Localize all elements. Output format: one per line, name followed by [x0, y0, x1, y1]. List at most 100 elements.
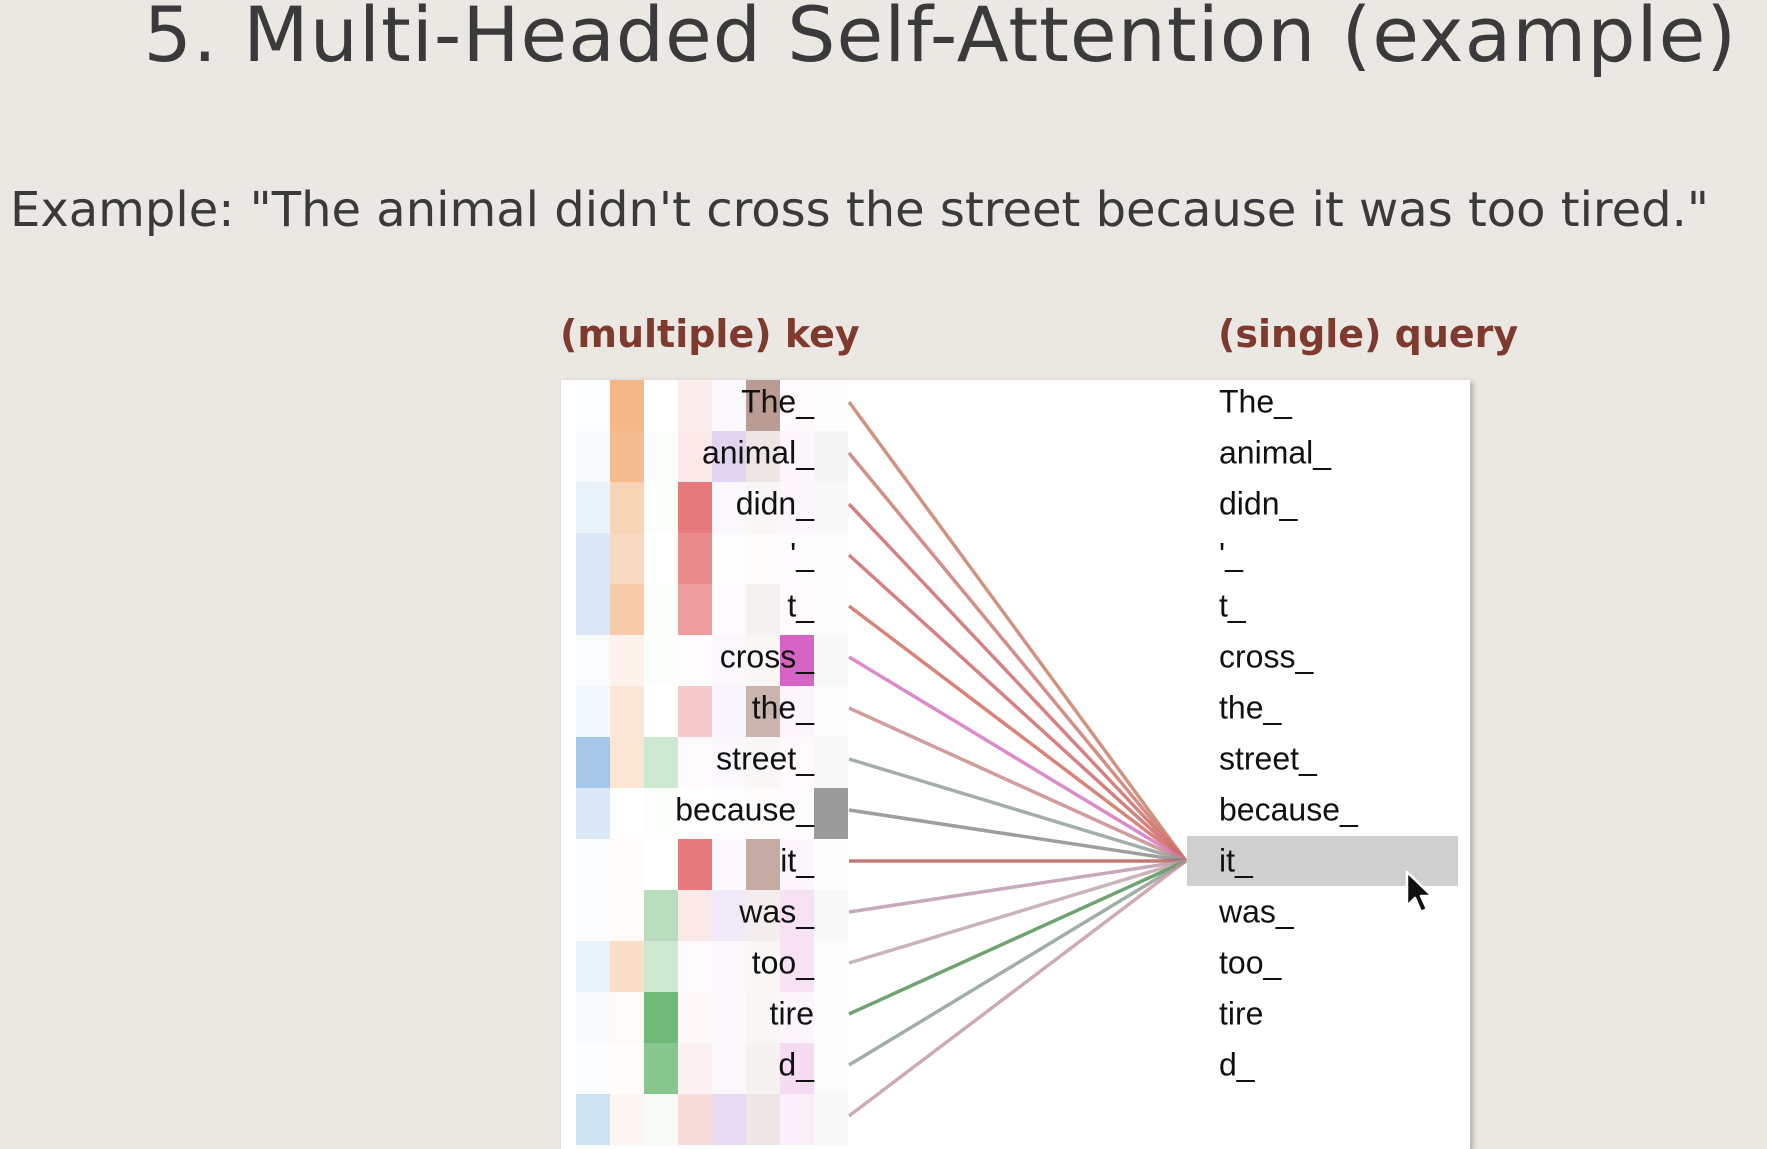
attention-cell — [610, 635, 644, 686]
attention-cell — [746, 941, 780, 992]
key-token[interactable]: animal_ — [701, 434, 814, 471]
key-token[interactable]: cross_ — [719, 638, 814, 675]
attention-cell — [610, 890, 644, 941]
attention-cell — [576, 482, 610, 533]
attention-heatmap — [576, 380, 848, 1145]
query-token[interactable]: tire — [1219, 995, 1264, 1032]
query-token[interactable]: animal_ — [1219, 434, 1332, 471]
attention-cell — [610, 941, 644, 992]
attention-cell — [678, 584, 712, 635]
attention-cell — [644, 584, 678, 635]
key-token[interactable]: too_ — [751, 944, 814, 981]
key-token[interactable]: the_ — [751, 689, 814, 726]
attention-cell — [746, 686, 780, 737]
attention-cell — [610, 431, 644, 482]
key-token[interactable]: '_ — [790, 536, 814, 573]
key-token[interactable]: it_ — [780, 842, 814, 879]
key-token[interactable]: didn_ — [735, 485, 814, 522]
query-token[interactable]: street_ — [1219, 740, 1317, 777]
attention-line — [848, 859, 1187, 1067]
query-token[interactable]: didn_ — [1219, 485, 1298, 522]
attention-cell — [678, 941, 712, 992]
attention-cell — [610, 992, 644, 1043]
mouse-pointer-icon — [1405, 870, 1434, 914]
attention-cell — [678, 890, 712, 941]
key-token[interactable]: street_ — [716, 740, 814, 777]
attention-cell — [576, 635, 610, 686]
attention-cell — [746, 533, 780, 584]
attention-cell — [678, 839, 712, 890]
attention-cell — [644, 1094, 678, 1145]
query-token[interactable]: d_ — [1219, 1046, 1255, 1083]
attention-line — [848, 808, 1187, 863]
query-token[interactable]: it_ — [1219, 842, 1253, 879]
attention-cell — [712, 584, 746, 635]
attention-cell — [712, 992, 746, 1043]
attention-cell — [610, 1094, 644, 1145]
attention-cell — [814, 941, 848, 992]
key-token[interactable]: because_ — [675, 791, 814, 828]
attention-line — [847, 859, 1188, 1118]
attention-cell — [576, 686, 610, 737]
attention-cell — [610, 482, 644, 533]
attention-cell — [678, 992, 712, 1043]
attention-cell — [746, 992, 780, 1043]
query-token[interactable]: t_ — [1219, 587, 1246, 624]
attention-cell — [814, 992, 848, 1043]
attention-cell — [780, 992, 814, 1043]
example-sentence: Example: "The animal didn't cross the st… — [10, 182, 1709, 238]
attention-cell — [780, 1094, 814, 1145]
attention-cell — [814, 788, 848, 839]
attention-cell — [746, 482, 780, 533]
attention-line — [848, 859, 1187, 1016]
attention-cell — [780, 635, 814, 686]
attention-cell — [576, 941, 610, 992]
attention-line — [848, 655, 1187, 863]
attention-cell — [712, 737, 746, 788]
attention-cell — [678, 1094, 712, 1145]
attention-cell — [780, 1043, 814, 1094]
query-token[interactable]: was_ — [1219, 893, 1294, 930]
attention-line — [848, 706, 1187, 863]
attention-cell — [576, 380, 610, 431]
attention-cell — [712, 1043, 746, 1094]
attention-cell — [610, 533, 644, 584]
attention-diagram — [576, 380, 1188, 1145]
key-token[interactable]: d_ — [778, 1046, 814, 1083]
key-token[interactable]: The_ — [741, 383, 814, 420]
key-token[interactable]: t_ — [787, 587, 814, 624]
attention-cell — [644, 1043, 678, 1094]
attention-cell — [576, 533, 610, 584]
attention-cell — [576, 992, 610, 1043]
key-token[interactable]: was_ — [739, 893, 814, 930]
query-token[interactable]: cross_ — [1219, 638, 1314, 675]
query-token[interactable]: The_ — [1219, 383, 1292, 420]
query-token[interactable]: because_ — [1219, 791, 1358, 828]
attention-cell — [746, 1094, 780, 1145]
attention-cell — [746, 890, 780, 941]
attention-connections — [847, 400, 1188, 1118]
attention-cell — [576, 788, 610, 839]
attention-cell — [814, 1094, 848, 1145]
attention-cell — [746, 584, 780, 635]
query-token[interactable]: the_ — [1219, 689, 1282, 726]
attention-cell — [712, 839, 746, 890]
attention-line — [847, 451, 1188, 863]
attention-line — [847, 604, 1188, 863]
key-token[interactable]: tire — [769, 995, 814, 1032]
attention-cell — [712, 890, 746, 941]
attention-cell — [780, 890, 814, 941]
attention-cell — [576, 584, 610, 635]
attention-cell — [644, 941, 678, 992]
attention-cell — [610, 686, 644, 737]
attention-line — [847, 400, 1188, 863]
attention-cell — [678, 635, 712, 686]
attention-cell — [576, 1094, 610, 1145]
attention-cell — [712, 431, 746, 482]
query-token[interactable]: '_ — [1219, 536, 1243, 573]
attention-cell — [678, 1043, 712, 1094]
attention-cell — [814, 839, 848, 890]
attention-cell — [814, 584, 848, 635]
query-token[interactable]: too_ — [1219, 944, 1282, 981]
attention-cell — [814, 686, 848, 737]
